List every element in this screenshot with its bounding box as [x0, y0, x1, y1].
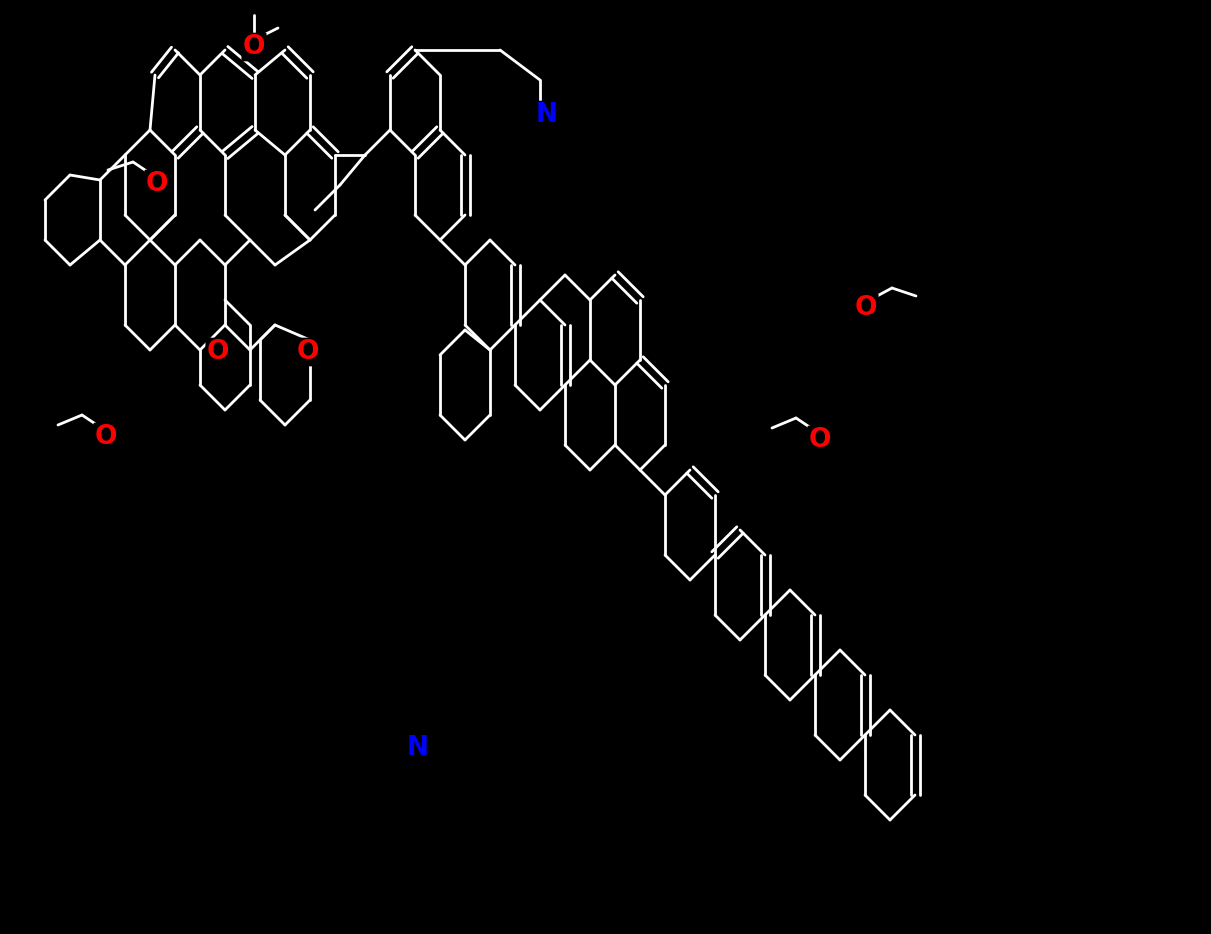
Text: N: N	[536, 102, 558, 128]
Text: O: O	[242, 34, 265, 60]
Text: O: O	[855, 295, 877, 321]
Text: O: O	[809, 427, 831, 453]
Text: O: O	[297, 339, 320, 365]
Text: O: O	[145, 171, 168, 197]
Text: O: O	[94, 424, 117, 450]
Text: O: O	[207, 339, 229, 365]
Text: N: N	[407, 735, 429, 761]
